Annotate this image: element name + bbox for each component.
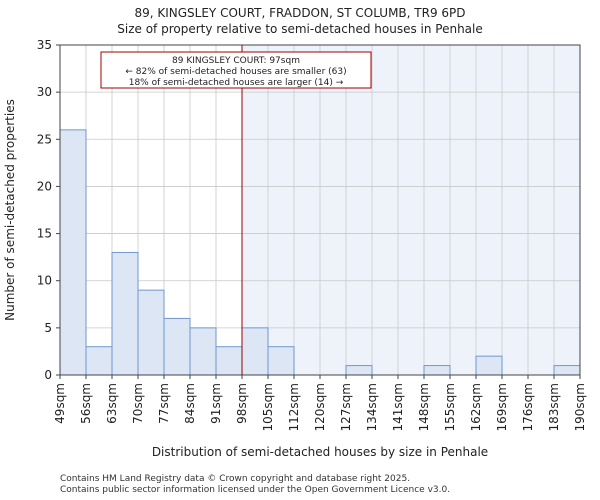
histogram-bar	[553, 365, 581, 376]
y-tick-label: 30	[37, 85, 52, 99]
histogram-bar	[59, 129, 87, 376]
larger-region-shade	[242, 45, 580, 375]
x-tick-label: 70sqm	[131, 383, 145, 424]
annotation-box	[100, 51, 372, 89]
footer-line-2: Contains public sector information licen…	[60, 485, 451, 495]
y-tick-label: 15	[37, 227, 52, 241]
x-tick-label: 190sqm	[573, 383, 587, 431]
histogram-bar	[267, 346, 295, 376]
x-tick-label: 98sqm	[235, 383, 249, 424]
x-tick-label: 183sqm	[547, 383, 561, 431]
histogram-bar	[475, 355, 503, 376]
y-tick-label: 0	[44, 368, 52, 382]
y-tick-label: 20	[37, 179, 52, 193]
histogram-bar	[423, 365, 451, 376]
chart-title-line1: 89, KINGSLEY COURT, FRADDON, ST COLUMB, …	[134, 6, 465, 20]
y-axis-label: Number of semi-detached properties	[3, 99, 17, 321]
x-tick-label: 112sqm	[287, 383, 301, 431]
x-tick-label: 127sqm	[339, 383, 353, 431]
histogram-bar	[215, 346, 243, 376]
y-tick-label: 5	[44, 321, 52, 335]
y-tick-label: 10	[37, 274, 52, 288]
chart-title-line2: Size of property relative to semi-detach…	[117, 22, 483, 36]
x-tick-label: 63sqm	[105, 383, 119, 424]
annotation-line-3: 18% of semi-detached houses are larger (…	[129, 78, 344, 88]
annotation-line-1: 89 KINGSLEY COURT: 97sqm	[172, 56, 300, 66]
histogram-bar	[111, 251, 139, 376]
x-tick-label: 169sqm	[495, 383, 509, 431]
footer-line-1: Contains HM Land Registry data © Crown c…	[60, 474, 411, 484]
x-tick-label: 91sqm	[209, 383, 223, 424]
y-tick-label: 25	[37, 132, 52, 146]
histogram-bar	[137, 289, 165, 376]
plot-area: 0 5 10 15 20 25 30 35 49sqm 56sqm 63sqm 70sqm 77sqm 8…	[37, 38, 587, 431]
x-tick-label: 141sqm	[391, 383, 405, 431]
y-tick-label: 35	[37, 38, 52, 52]
x-tick-label: 56sqm	[79, 383, 93, 424]
x-tick-label: 148sqm	[417, 383, 431, 431]
histogram-bar	[189, 327, 217, 376]
x-tick-label: 176sqm	[521, 383, 535, 431]
x-tick-label: 77sqm	[157, 383, 171, 424]
histogram-bar	[85, 346, 113, 376]
x-tick-label: 120sqm	[313, 383, 327, 431]
x-tick-label: 49sqm	[53, 383, 67, 424]
histogram-bar	[345, 365, 373, 376]
x-tick-label: 162sqm	[469, 383, 483, 431]
x-axis-label: Distribution of semi-detached houses by …	[152, 445, 488, 459]
x-tick-label: 155sqm	[443, 383, 457, 431]
histogram-bar	[241, 327, 269, 376]
x-tick-label: 134sqm	[365, 383, 379, 431]
x-tick-label: 84sqm	[183, 383, 197, 424]
annotation-line-2: ← 82% of semi-detached houses are smalle…	[125, 67, 346, 77]
histogram-bar	[163, 317, 191, 376]
x-tick-label: 105sqm	[261, 383, 275, 431]
